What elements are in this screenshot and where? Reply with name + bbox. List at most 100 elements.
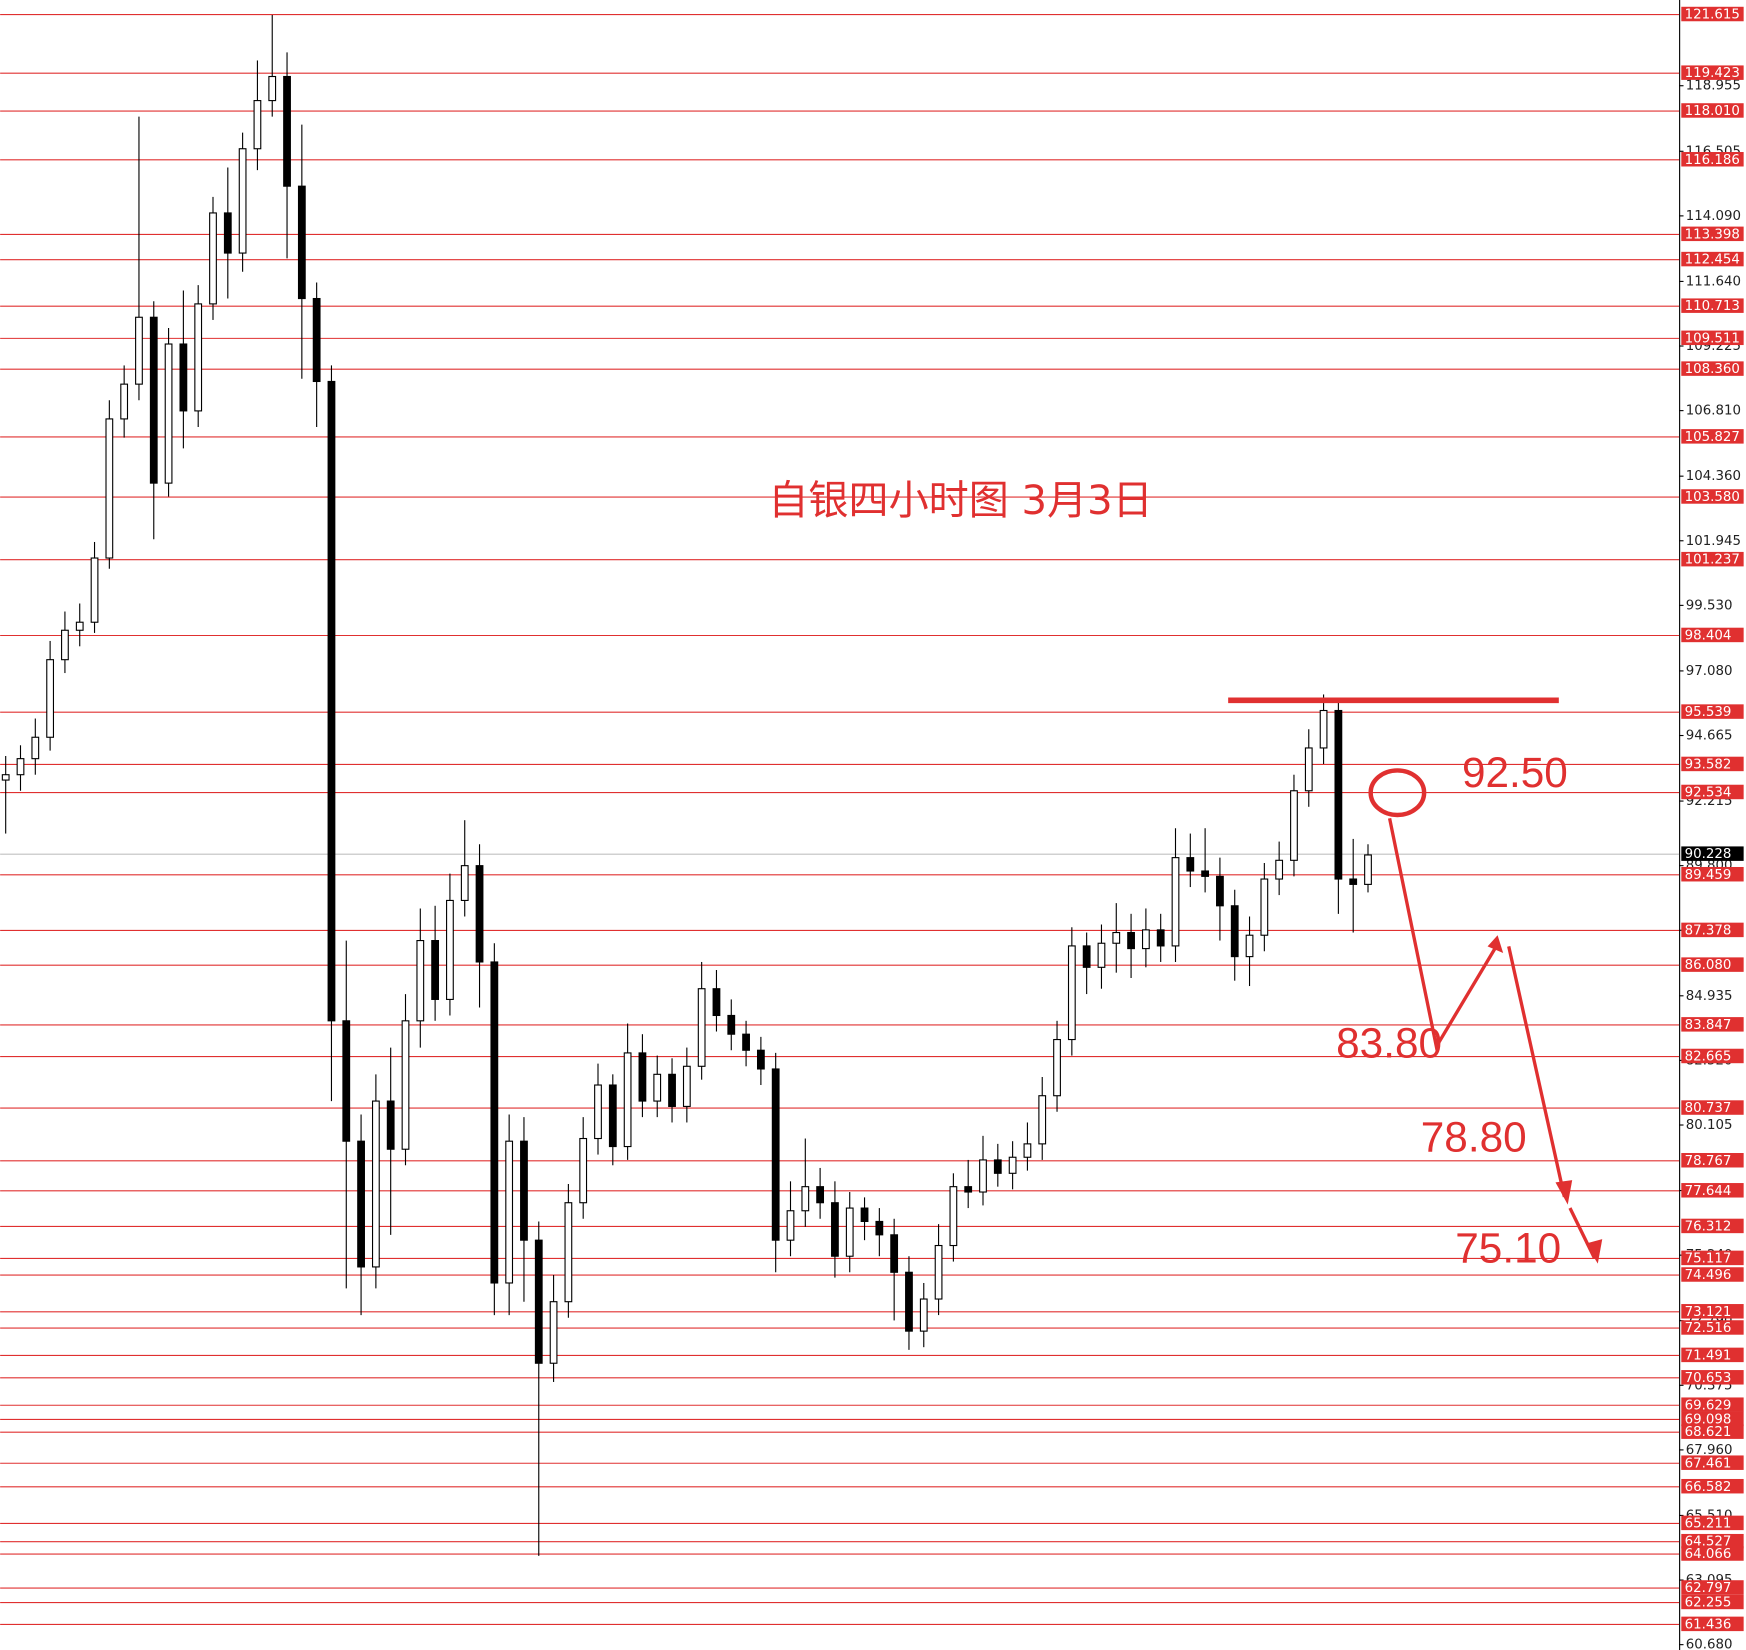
candle-body	[964, 1186, 973, 1193]
candle-body	[505, 1140, 514, 1284]
level-tag	[1681, 1455, 1744, 1470]
level-tag	[1681, 1546, 1744, 1561]
candle-body	[697, 988, 706, 1067]
level-tag	[1681, 627, 1744, 643]
levels	[0, 14, 1680, 1625]
annotation: 83.80	[1336, 1020, 1442, 1067]
y-tick-label: 101.945	[1686, 534, 1741, 549]
level-tag	[1681, 298, 1744, 313]
candle-body	[312, 297, 321, 383]
candle-body	[638, 1052, 647, 1102]
candle-body	[46, 659, 55, 738]
candle-body	[919, 1298, 928, 1332]
level-label: 71.491	[1685, 1348, 1732, 1363]
y-tick-label: 111.640	[1686, 274, 1741, 289]
level-label: 116.186	[1685, 153, 1740, 168]
candle-body	[1186, 857, 1195, 872]
candle-body	[682, 1065, 691, 1107]
level-label: 89.459	[1685, 868, 1732, 883]
level-label: 112.454	[1685, 253, 1740, 268]
annotation: 75.10	[1455, 1225, 1561, 1272]
candle-body	[149, 316, 158, 484]
candle-body	[1216, 875, 1224, 907]
level-label: 92.534	[1685, 786, 1732, 801]
candle-body	[1230, 905, 1239, 958]
level-tag	[1681, 251, 1744, 267]
level-label: 68.621	[1685, 1425, 1732, 1440]
candle-body	[401, 1020, 410, 1150]
candle-body	[1364, 854, 1372, 885]
level-tag	[1681, 1533, 1744, 1549]
candle-body	[653, 1073, 662, 1102]
candle-body	[327, 380, 336, 1022]
level-tag	[1681, 1304, 1744, 1319]
level-label: 108.360	[1685, 362, 1740, 377]
level-tag	[1681, 226, 1744, 242]
level-label: 62.255	[1685, 1596, 1732, 1611]
candle-body	[416, 940, 425, 1022]
candle-body	[1334, 709, 1343, 880]
candle-body	[1112, 931, 1121, 944]
last-price-label: 90.228	[1685, 847, 1732, 862]
candle-body	[1038, 1095, 1047, 1145]
candle-body	[993, 1159, 1002, 1174]
candle-body	[253, 100, 262, 150]
arrow-path	[1507, 945, 1567, 1198]
level-label: 66.582	[1685, 1480, 1732, 1495]
drawings: 92.50 83.80 78.80 75.10	[1228, 697, 1603, 1272]
candle-body	[1201, 870, 1210, 877]
candle-body	[845, 1207, 854, 1257]
level-tag	[1681, 1515, 1744, 1531]
candle-body	[357, 1140, 365, 1268]
y-tick-label: 99.530	[1686, 598, 1733, 613]
candle-body	[1156, 929, 1165, 947]
level-label: 78.767	[1685, 1154, 1732, 1169]
candle-body	[283, 75, 291, 187]
level-tag	[1681, 1411, 1744, 1427]
candle-body	[801, 1186, 810, 1212]
level-tag	[1681, 330, 1744, 346]
level-tag	[1681, 6, 1744, 22]
candle-body	[61, 629, 69, 661]
level-label: 109.511	[1685, 331, 1740, 346]
candle-body	[371, 1100, 380, 1268]
level-label: 62.797	[1685, 1581, 1732, 1596]
candle-body	[1053, 1038, 1061, 1097]
candle-body	[1349, 878, 1358, 885]
candle-body	[431, 940, 440, 1000]
candle-body	[1067, 945, 1076, 1041]
circle-mark	[1368, 768, 1427, 818]
level-label: 75.117	[1685, 1251, 1732, 1266]
candle-body	[194, 303, 203, 412]
candle-body	[475, 865, 484, 963]
y-tick-label: 67.960	[1686, 1443, 1733, 1458]
level-label: 69.098	[1685, 1412, 1732, 1427]
level-tag	[1681, 489, 1744, 504]
level-tag	[1681, 1017, 1744, 1032]
candle-body	[1127, 931, 1135, 950]
candle-body	[742, 1033, 750, 1051]
candle-body	[949, 1186, 958, 1247]
level-tag	[1681, 1218, 1744, 1234]
last-price-tag	[1681, 846, 1744, 861]
candle-body	[179, 343, 188, 412]
candle-body	[105, 418, 114, 559]
y-tick-label: 104.360	[1686, 469, 1741, 484]
candle-body	[668, 1073, 676, 1107]
level-tag	[1681, 1580, 1744, 1595]
level-label: 93.582	[1685, 757, 1732, 772]
candle-body	[579, 1137, 588, 1204]
candle-body	[223, 212, 232, 254]
candle-body	[120, 383, 129, 420]
level-tag	[1681, 1370, 1744, 1385]
annotation: 92.50	[1462, 749, 1568, 796]
candle-body	[90, 557, 99, 623]
candle-body	[1097, 942, 1106, 968]
level-tag	[1681, 65, 1744, 80]
candle-body	[1008, 1156, 1017, 1174]
level-tag	[1681, 784, 1744, 800]
candle-body	[1082, 945, 1091, 968]
candle-body	[31, 736, 40, 760]
level-label: 121.615	[1685, 8, 1740, 23]
